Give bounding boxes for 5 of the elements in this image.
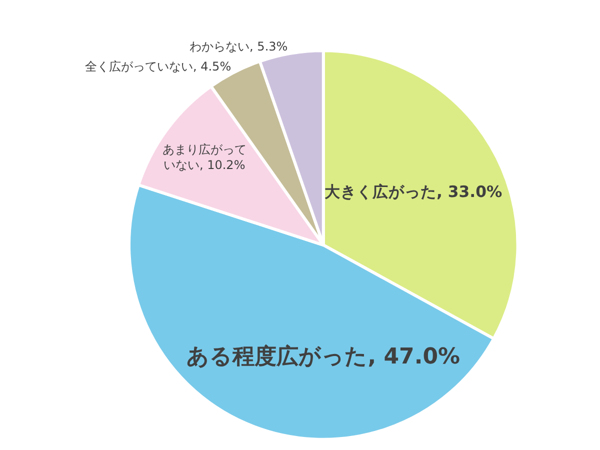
slice-label: あまり広がっていない, 10.2% xyxy=(162,142,246,172)
slice-label: 大きく広がった, 33.0% xyxy=(324,182,502,201)
slice-label: わからない, 5.3% xyxy=(190,40,288,54)
slice-label: ある程度広がった, 47.0% xyxy=(186,344,460,370)
slice-label: 全く広がっていない, 4.5% xyxy=(84,60,232,74)
